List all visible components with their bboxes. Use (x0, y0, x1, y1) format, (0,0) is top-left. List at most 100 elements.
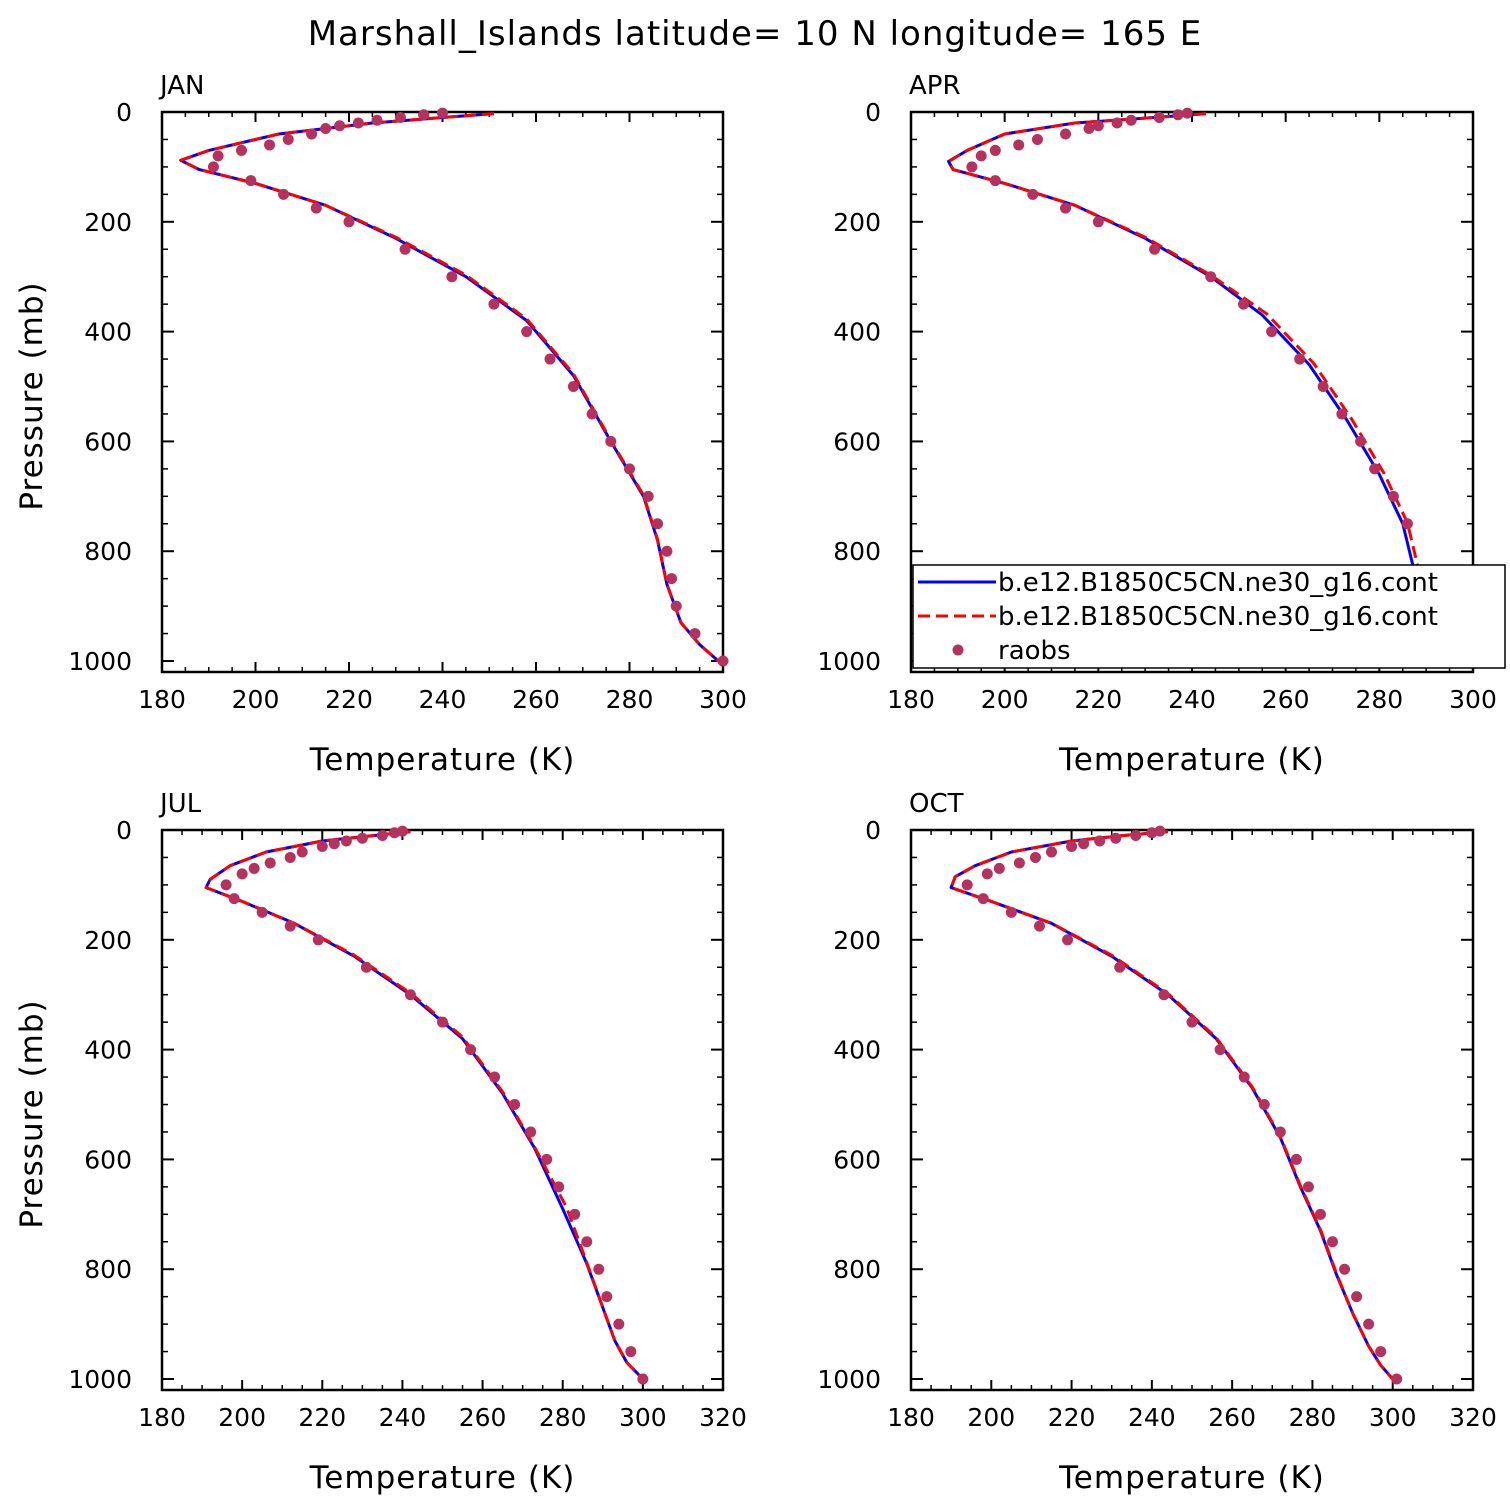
plot-frame (160, 828, 725, 1392)
y-tick-label: 400 (84, 318, 132, 347)
y-tick-label: 200 (833, 208, 881, 237)
raobs-point (605, 435, 617, 447)
x-tick-label: 240 (1168, 685, 1216, 714)
legend-entry-label: raobs (998, 636, 1071, 666)
raobs-point (624, 463, 635, 475)
series-line-dashed (949, 830, 1394, 1380)
raobs-point (1005, 906, 1017, 918)
raobs-point (670, 600, 682, 612)
y-tick-label: 600 (84, 427, 132, 456)
x-tick-label: 260 (512, 685, 560, 714)
y-axis-label: Pressure (mb) (14, 281, 50, 510)
x-tick-label: 200 (981, 685, 1029, 714)
raobs-point (989, 175, 1001, 187)
panel-label: OCT (909, 789, 964, 819)
raobs-point (1238, 1071, 1250, 1083)
x-tick-label: 260 (1208, 1403, 1256, 1432)
legend: b.e12.B1850C5CN.ne30_g16.cont b.e12.B1850… (912, 564, 1506, 669)
x-tick-label: 280 (1355, 685, 1403, 714)
x-axis-label: Temperature (K) (1058, 742, 1325, 778)
figure-title: Marshall_Islands latitude= 10 N longitud… (308, 14, 1203, 54)
x-tick-label: 200 (218, 1403, 266, 1432)
raobs-point (1205, 271, 1217, 283)
raobs-point (465, 1044, 477, 1056)
raobs-point (1149, 243, 1161, 255)
raobs-point (625, 1346, 637, 1358)
y-tick-label: 1000 (817, 647, 881, 676)
raobs-point (553, 1181, 565, 1193)
raobs-point (1339, 1263, 1351, 1275)
raobs-point (437, 107, 448, 119)
raobs-point (306, 128, 318, 140)
raobs-point (1125, 114, 1137, 126)
y-tick-label: 400 (833, 1036, 881, 1065)
raobs-point (1158, 989, 1170, 1001)
raobs-point (248, 862, 260, 874)
raobs-point (1066, 840, 1078, 852)
y-tick-label: 1000 (817, 1365, 881, 1394)
raobs-point (328, 838, 340, 850)
raobs-point (1092, 216, 1104, 228)
x-axis-label: Temperature (K) (309, 1460, 576, 1496)
raobs-point (1033, 920, 1045, 932)
panel-jul: 180 200 220 240 260 280 300 320 0 200 400 600 800 100… (14, 789, 747, 1496)
legend-entry-label: b.e12.B1850C5CN.ne30_g16.cont (998, 602, 1438, 632)
y-tick-label: 800 (833, 537, 881, 566)
y-tick-label: 200 (833, 926, 881, 955)
raobs-point (975, 150, 987, 162)
raobs-point (1186, 1016, 1198, 1028)
raobs-point (1083, 122, 1095, 134)
raobs-point (404, 989, 416, 1001)
x-tick-label: 220 (325, 685, 373, 714)
y-tick-label: 600 (84, 1145, 132, 1174)
raobs-point (1031, 133, 1043, 145)
x-tick-label: 260 (459, 1403, 507, 1432)
raobs-point (1294, 353, 1306, 365)
raobs-point (1172, 109, 1184, 121)
raobs-point (1060, 128, 1072, 140)
x-tick-label: 280 (1289, 1403, 1337, 1432)
x-tick-label: 180 (138, 1403, 186, 1432)
raobs-point (1146, 827, 1158, 839)
raobs-point (1387, 490, 1399, 502)
raobs-point (1327, 1236, 1338, 1248)
x-tick-label: 280 (539, 1403, 587, 1432)
raobs-point (212, 150, 224, 162)
raobs-point (541, 1153, 553, 1165)
raobs-point (521, 326, 533, 338)
x-tick-label: 240 (1128, 1403, 1176, 1432)
raobs-point (1027, 188, 1039, 200)
raobs-point (296, 846, 308, 858)
panel-apr: 180 200 220 240 260 280 300 0 200 400 600 800 1000 AP… (817, 71, 1496, 778)
raobs-point (1369, 463, 1381, 475)
y-tick-label: 0 (865, 98, 881, 127)
raobs-point (1153, 111, 1165, 123)
raobs-point (284, 851, 296, 863)
plot-frame (160, 110, 725, 674)
raobs-point (977, 893, 989, 905)
raobs-point (1214, 1044, 1226, 1056)
panel-label: APR (909, 71, 961, 101)
raobs-point (642, 490, 654, 502)
raobs-point (1302, 1181, 1314, 1193)
raobs-point (1391, 1373, 1403, 1385)
raobs-point (1355, 435, 1367, 447)
raobs-point (1314, 1208, 1326, 1220)
x-tick-label: 180 (887, 1403, 935, 1432)
raobs-point (316, 840, 328, 852)
series-line-solid (949, 830, 1394, 1380)
raobs-point (1013, 139, 1025, 151)
x-tick-label: 260 (1262, 685, 1310, 714)
raobs-point (360, 961, 372, 973)
y-tick-label: 1000 (68, 1365, 132, 1394)
raobs-point (981, 868, 993, 880)
raobs-point (961, 879, 973, 891)
raobs-point (1094, 835, 1106, 847)
raobs-point (1351, 1291, 1363, 1303)
raobs-point (488, 298, 500, 310)
x-tick-label: 300 (619, 1403, 667, 1432)
raobs-point (388, 827, 400, 839)
raobs-point (1013, 857, 1025, 869)
raobs-point (207, 161, 219, 173)
raobs-point (1029, 851, 1041, 863)
